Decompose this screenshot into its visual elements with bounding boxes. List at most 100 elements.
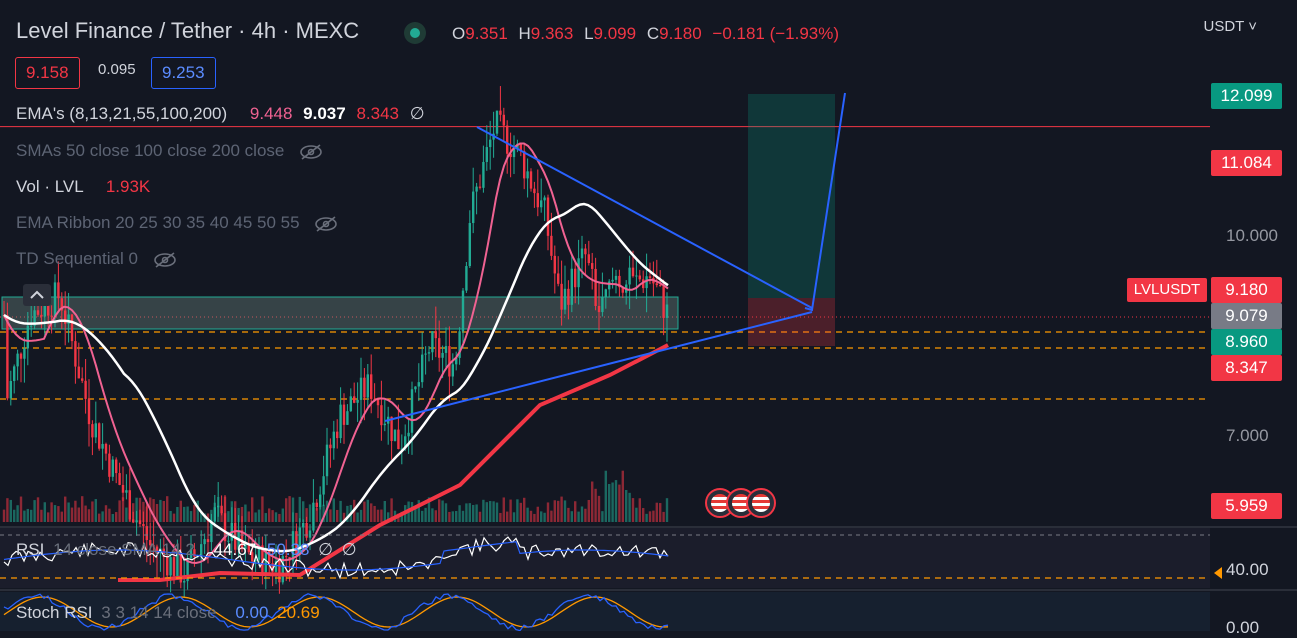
sma-legend[interactable]: SMAs 50 close 100 close 200 close — [16, 141, 323, 161]
volume-bar — [506, 511, 509, 522]
candle — [176, 552, 179, 577]
candle — [618, 275, 621, 288]
stoch-scale-0: 0.00 — [1226, 618, 1260, 637]
symbol-title[interactable]: Level Finance / Tether · 4h · MEXC — [16, 18, 360, 43]
volume-bar — [57, 506, 60, 522]
candle — [254, 559, 257, 562]
volume-bar — [179, 500, 182, 522]
candle — [431, 331, 434, 353]
volume-bar — [257, 509, 261, 522]
volume-bar — [247, 511, 250, 522]
stoch-rsi-legend[interactable]: Stoch RSI 3 3 14 14 close 0.00 20.69 — [16, 603, 320, 622]
volume-bar — [234, 501, 237, 522]
volume-bar — [441, 500, 444, 522]
candle — [206, 539, 210, 543]
trendline-lower — [384, 311, 813, 422]
candle — [417, 382, 420, 387]
candle — [662, 286, 665, 318]
volume-bar — [302, 501, 305, 522]
volume-bar — [176, 506, 179, 522]
volume-bar — [203, 513, 206, 522]
candle — [111, 459, 114, 477]
candle — [183, 581, 186, 583]
candle — [336, 431, 339, 439]
volume-bar — [118, 500, 121, 522]
rsi-legend[interactable]: RSI 14 close SMA 14 2 44.67 50.38 ∅ ∅ — [16, 540, 357, 559]
candle — [108, 453, 111, 477]
volume-bar — [523, 497, 526, 522]
volume-bar — [159, 499, 162, 522]
volume-bar — [237, 507, 240, 522]
candle — [57, 282, 60, 299]
candle — [458, 331, 461, 358]
volume-bar — [264, 513, 267, 522]
rsi-scale-40: 40.00 — [1226, 560, 1269, 579]
candle — [655, 283, 658, 286]
trendline-upper — [476, 126, 813, 309]
volume-bar — [410, 502, 414, 522]
volume-bar — [291, 497, 295, 522]
candle — [383, 423, 386, 426]
volume-bar — [230, 501, 233, 522]
ema-ribbon-legend[interactable]: EMA Ribbon 20 25 30 35 40 45 50 55 — [16, 213, 338, 233]
buy-button[interactable]: 9.253 — [151, 57, 216, 89]
collapse-legend-button[interactable] — [23, 284, 51, 306]
volume-bar — [50, 502, 53, 522]
candle — [407, 432, 410, 437]
volume-bar — [577, 511, 580, 522]
candle — [319, 494, 322, 507]
candle — [376, 399, 380, 406]
candle — [638, 275, 641, 280]
candle — [570, 268, 573, 305]
volume-bar — [166, 496, 169, 522]
candle — [560, 283, 563, 310]
volume-bar — [383, 500, 386, 522]
volume-bar — [652, 510, 655, 522]
currency-selector[interactable]: USDT ˅ — [1203, 18, 1258, 35]
td-sequential-legend[interactable]: TD Sequential 0 — [16, 249, 177, 269]
candle — [315, 502, 318, 507]
us-flag-icon[interactable] — [746, 488, 776, 518]
volume-bar — [495, 502, 499, 522]
volume-bar — [373, 505, 376, 522]
candle — [98, 423, 101, 449]
candle — [567, 288, 570, 305]
volume-bar — [557, 500, 560, 522]
candle — [149, 540, 152, 546]
volume-bar — [587, 499, 590, 522]
volume-bar — [543, 512, 546, 522]
sell-button[interactable]: 9.158 — [15, 57, 80, 89]
volume-bar — [482, 499, 485, 522]
volume-bar — [254, 512, 257, 522]
hidden-eye-icon[interactable] — [314, 215, 338, 232]
candle — [291, 531, 295, 561]
position-profit-zone — [748, 94, 835, 298]
hidden-eye-icon[interactable] — [299, 143, 323, 160]
candle — [162, 548, 165, 557]
ema-legend[interactable]: EMA's (8,13,21,55,100,200) 9.448 9.037 8… — [16, 104, 425, 123]
volume-bar — [342, 512, 346, 522]
volume-bar — [33, 500, 36, 522]
volume-bar — [580, 506, 584, 522]
candle — [342, 404, 346, 425]
volume-bar — [492, 501, 495, 522]
volume-bar — [74, 500, 77, 522]
volume-bar — [472, 504, 475, 522]
candle — [189, 549, 193, 559]
candle — [580, 248, 584, 259]
candle — [121, 484, 125, 493]
volume-bar — [645, 513, 648, 522]
volume-bar — [70, 507, 74, 522]
price-label-resistance: 11.084 — [1211, 150, 1282, 176]
hidden-eye-icon[interactable] — [153, 251, 177, 268]
volume-bar — [563, 500, 567, 522]
candle — [455, 357, 458, 365]
candle — [40, 314, 43, 317]
volume-bar — [346, 505, 349, 522]
volume-bar — [285, 498, 288, 522]
volume-bar — [268, 508, 271, 522]
volume-legend[interactable]: Vol · LVL 1.93K — [16, 177, 151, 196]
candle — [332, 431, 335, 449]
candle — [614, 275, 618, 280]
